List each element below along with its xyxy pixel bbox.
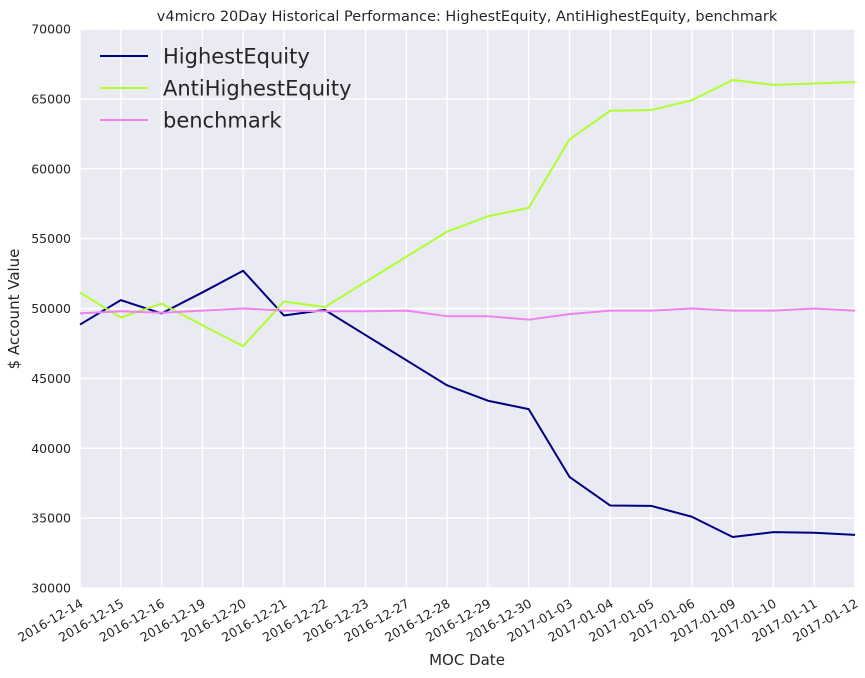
- y-axis-label: $ Account Value: [5, 249, 23, 370]
- y-tick-label: 40000: [31, 441, 71, 456]
- y-tick-label: 60000: [31, 161, 71, 176]
- legend-label: benchmark: [163, 109, 282, 133]
- chart-title: v4micro 20Day Historical Performance: Hi…: [157, 9, 778, 25]
- legend: HighestEquity AntiHighestEquity benchmark: [100, 45, 352, 133]
- x-tick-labels: 2016-12-142016-12-152016-12-162016-12-19…: [15, 596, 860, 645]
- series-lines: [79, 79, 856, 538]
- y-tick-label: 45000: [31, 371, 71, 386]
- series-line-antihighestequity: [79, 79, 856, 348]
- y-tick-label: 65000: [31, 91, 71, 106]
- y-tick-label: 30000: [31, 581, 71, 596]
- series-line-highestequity: [79, 269, 856, 538]
- legend-label: AntiHighestEquity: [163, 77, 352, 101]
- y-tick-label: 70000: [31, 22, 71, 37]
- grid: [79, 28, 856, 589]
- series-line-benchmark: [79, 307, 856, 321]
- x-axis-label: MOC Date: [429, 651, 505, 669]
- y-tick-label: 35000: [31, 511, 71, 526]
- legend-label: HighestEquity: [163, 45, 310, 69]
- y-tick-label: 55000: [31, 231, 71, 246]
- y-tick-label: 50000: [31, 301, 71, 316]
- y-tick-labels: 30000 35000 40000 45000 50000 55000 60000 65000…: [31, 22, 71, 596]
